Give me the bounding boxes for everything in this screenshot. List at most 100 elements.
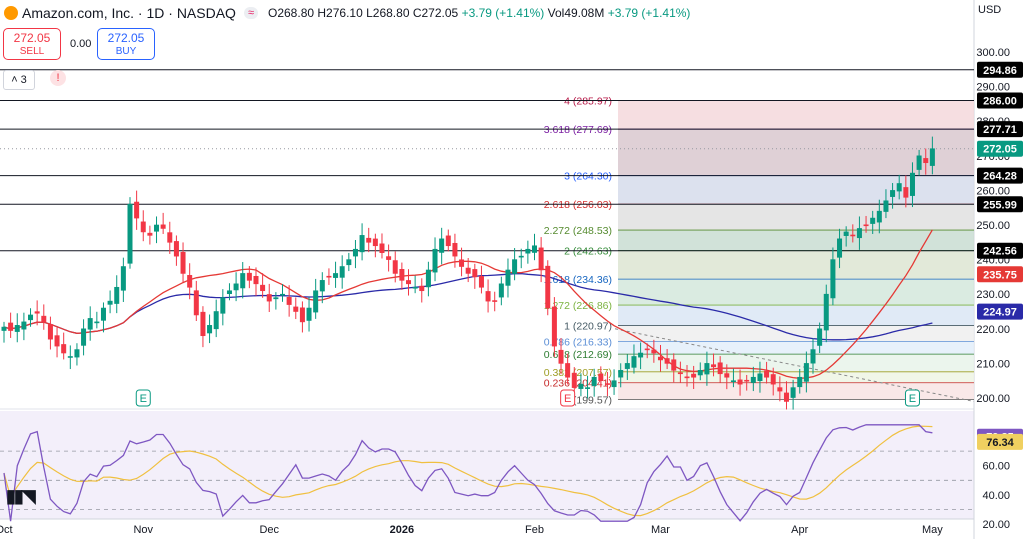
candle	[684, 365, 690, 387]
candle	[187, 263, 193, 300]
price-tick-label: 250.00	[976, 220, 1010, 232]
candle	[565, 353, 571, 385]
candle	[154, 216, 160, 244]
price-tick-label: 300.00	[976, 47, 1010, 59]
candle-body	[777, 387, 783, 392]
candle-body	[657, 356, 663, 361]
candle	[551, 297, 557, 357]
candle	[883, 189, 889, 219]
rsi-tick-label: 20.00	[982, 519, 1010, 531]
candle	[671, 353, 677, 383]
candle-body	[890, 190, 896, 197]
candle	[233, 272, 239, 302]
candle-body	[571, 372, 577, 388]
price-label-box	[977, 61, 1023, 78]
wave-icon[interactable]: ≈	[243, 7, 258, 19]
candle	[74, 343, 80, 366]
candle-body	[538, 247, 544, 271]
candle-body	[386, 256, 392, 260]
indicators-toggle[interactable]: ˄ 3	[3, 70, 35, 90]
candle	[657, 344, 663, 372]
candle-body	[226, 290, 232, 295]
candle	[717, 356, 723, 383]
candle	[472, 263, 478, 289]
candle-body	[240, 273, 246, 289]
candle-body	[120, 266, 126, 291]
candle-body	[399, 269, 405, 281]
buy-label: BUY	[115, 46, 137, 57]
currency-selector[interactable]: USD	[978, 4, 1002, 16]
candle-body	[379, 243, 385, 253]
candle	[730, 368, 736, 388]
candle-body	[432, 248, 438, 273]
candle-body	[425, 269, 431, 288]
candle	[611, 369, 617, 395]
candle-body	[810, 349, 816, 364]
candle	[624, 354, 630, 380]
candle	[578, 373, 584, 397]
amazon-logo-icon	[4, 6, 18, 20]
candle	[890, 183, 896, 209]
price-label: 277.71	[983, 124, 1017, 136]
candle-body	[114, 286, 120, 304]
fib-label: 3.618 (277.69)	[544, 124, 612, 136]
candle	[180, 242, 186, 283]
candle-body	[916, 155, 922, 170]
candle	[512, 248, 518, 281]
candle-body	[220, 297, 226, 314]
candle-body	[929, 148, 935, 166]
low-value: L268.80	[366, 6, 410, 20]
fib-label: 2.618 (256.03)	[544, 199, 612, 211]
candle-body	[34, 311, 40, 314]
rsi-label: 76.34	[986, 437, 1014, 449]
candle-body	[200, 311, 206, 337]
candle	[406, 269, 412, 296]
candle	[850, 224, 856, 243]
fib-label: 1.618 (234.36)	[544, 274, 612, 286]
candle	[704, 351, 710, 386]
candle	[21, 312, 27, 341]
price-label-box	[977, 121, 1023, 138]
candle-body	[193, 290, 199, 316]
buy-button[interactable]: 272.05 BUY	[97, 28, 155, 60]
fib-label: 2.272 (248.53)	[544, 225, 612, 237]
candle	[598, 366, 604, 388]
candle	[61, 332, 67, 360]
candle-body	[578, 383, 584, 389]
candle	[783, 381, 789, 410]
candle	[8, 312, 14, 338]
candle-body	[213, 311, 219, 330]
candle	[280, 284, 286, 302]
price-label-box	[977, 303, 1023, 320]
fib-label: 2 (242.63)	[564, 246, 612, 258]
price-label-box	[977, 167, 1023, 184]
price-label: 224.97	[983, 307, 1017, 319]
symbol-title[interactable]: Amazon.com, Inc. · 1D · NASDAQ	[22, 5, 236, 21]
candle-body	[273, 297, 279, 300]
sell-price: 272.05	[13, 31, 51, 45]
candle	[425, 261, 431, 297]
earnings-marker-label: E	[564, 393, 571, 405]
candle-body	[485, 291, 491, 302]
candle-body	[478, 276, 484, 288]
price-label-box	[977, 92, 1023, 109]
candle-body	[505, 269, 511, 286]
candle	[140, 210, 146, 242]
high-value: H276.10	[317, 6, 363, 20]
price-label: 272.05	[983, 144, 1017, 156]
candle-body	[147, 232, 153, 236]
chart-header: Amazon.com, Inc. · 1D · NASDAQ ≈ O268.80…	[0, 0, 690, 26]
fib-zone	[618, 305, 974, 326]
candle-body	[266, 294, 272, 302]
time-axis-label: May	[922, 524, 943, 536]
sell-button[interactable]: 272.05 SELL	[3, 28, 61, 60]
candle	[273, 292, 279, 310]
candle	[193, 280, 199, 321]
candle-body	[293, 306, 299, 312]
candle-body	[54, 335, 60, 347]
candle-body	[167, 232, 173, 243]
candle	[843, 226, 849, 247]
price-label-box	[977, 266, 1023, 283]
alert-icon[interactable]: !	[50, 70, 66, 86]
